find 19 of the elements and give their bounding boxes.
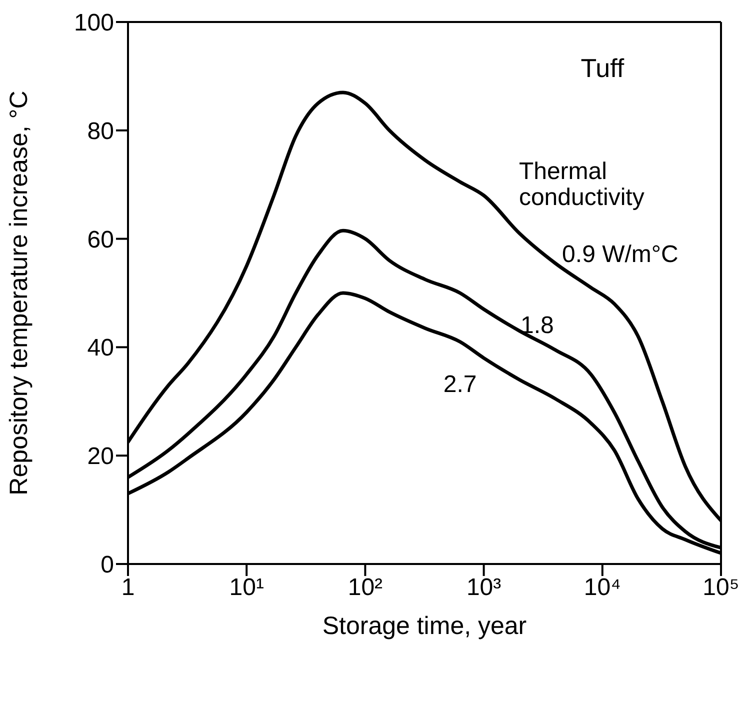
y-tick-label: 40 xyxy=(87,334,114,362)
annotation: 2.7 xyxy=(443,371,477,398)
x-tick-label: 10⁵ xyxy=(702,574,740,602)
x-axis-title: Storage time, year xyxy=(322,612,527,640)
x-tick-label: 1 xyxy=(121,574,135,602)
x-tick-label: 10² xyxy=(348,574,383,602)
annotation: 0.9 W/m°C xyxy=(562,241,678,268)
y-tick-label: 80 xyxy=(87,118,114,145)
annotation: Thermal conductivity xyxy=(518,158,644,211)
y-tick-label: 0 xyxy=(100,552,114,579)
annotation: 1.8 xyxy=(520,312,554,339)
y-axis-title: Repository temperature increase, °C xyxy=(4,90,33,496)
x-tick-label: 10⁴ xyxy=(584,574,621,602)
x-tick-label: 10¹ xyxy=(229,574,264,602)
x-tick-label: 10³ xyxy=(466,574,502,602)
y-tick-label: 60 xyxy=(87,226,114,254)
y-tick-label: 20 xyxy=(87,443,114,470)
y-tick-label: 100 xyxy=(74,10,114,37)
annotation: Tuff xyxy=(580,53,624,84)
